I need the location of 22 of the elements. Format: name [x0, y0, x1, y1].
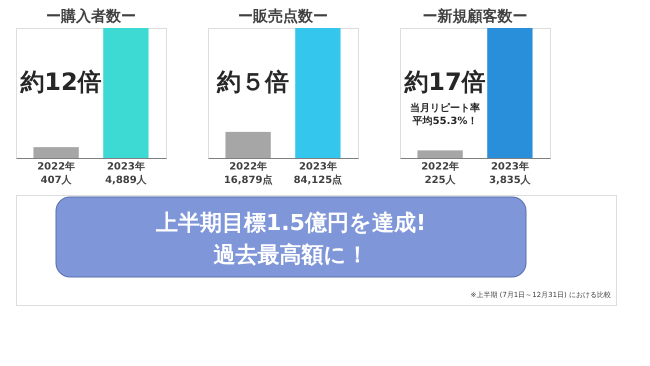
- data-label: 4,889人: [105, 174, 148, 186]
- data-label: 225人: [424, 174, 457, 186]
- x-tick-label: 2023年: [490, 160, 529, 172]
- data-label: 16,879点: [224, 174, 272, 186]
- chart-title: ー販売点数ー: [238, 7, 328, 25]
- annotation: 当月リピート率: [410, 102, 480, 114]
- data-label: 3,835人: [489, 174, 532, 186]
- x-tick-label: 2022年: [421, 160, 460, 172]
- x-tick-label: 2023年: [106, 160, 145, 172]
- x-tick-label: 2022年: [37, 160, 76, 172]
- annotation: 約５倍: [216, 68, 289, 96]
- x-tick-label: 2022年: [229, 160, 268, 172]
- annotation: 約12倍: [19, 68, 102, 96]
- data-label: 407人: [40, 174, 73, 186]
- annotation: 平均55.3%！: [412, 115, 478, 127]
- x-tick-label: 2023年: [298, 160, 337, 172]
- text: 過去最高額に！: [214, 242, 368, 268]
- chart-title: ー購入者数ー: [46, 7, 136, 25]
- chart-title: ー新規顧客数ー: [422, 7, 528, 25]
- data-label: 84,125点: [294, 174, 342, 186]
- annotation: 約17倍: [403, 68, 486, 96]
- text: 上半期目標1.5億円を達成!: [154, 211, 426, 236]
